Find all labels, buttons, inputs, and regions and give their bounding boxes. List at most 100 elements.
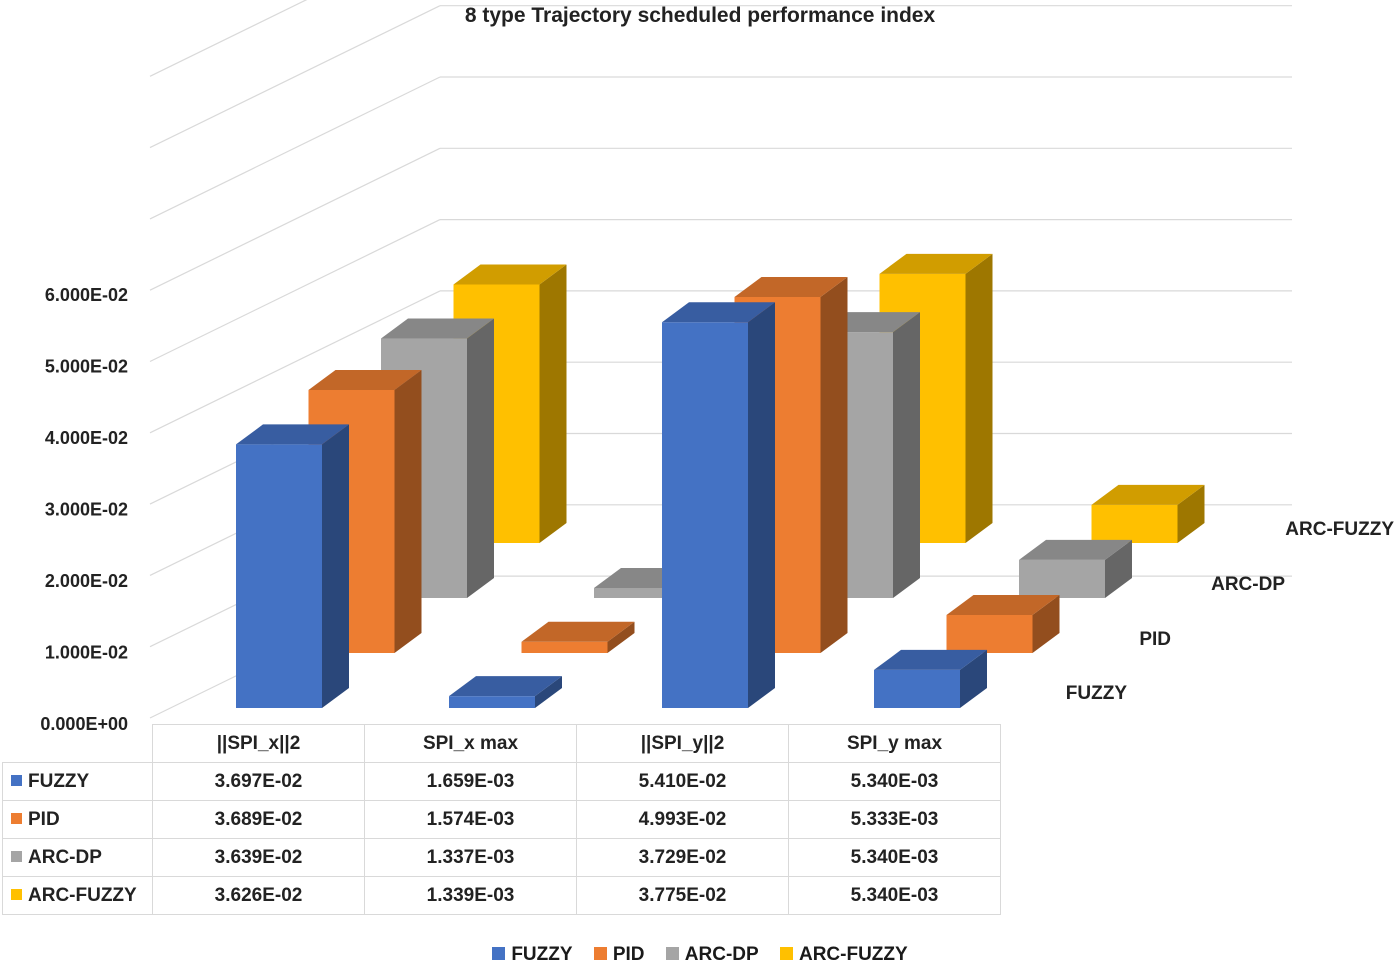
series-label: ARC-FUZZY [28, 884, 137, 906]
table-row: ARC-FUZZY 3.626E-02 1.339E-03 3.775E-02 … [2, 876, 1001, 915]
bar-side-face [1032, 594, 1060, 653]
depth-label: FUZZY [1066, 683, 1128, 704]
bar-top-face [381, 318, 494, 339]
bar-side-face [965, 253, 993, 543]
bar-arc-dp-4 [1019, 539, 1132, 598]
table-cell: 3.775E-02 [576, 876, 789, 915]
table-cell: 5.340E-03 [788, 876, 1001, 915]
depth-label: ARC-FUZZY [1285, 519, 1394, 540]
bar-front-face [236, 444, 322, 708]
bar-side-face [893, 312, 920, 598]
table-series-cell: ARC-FUZZY [2, 876, 153, 915]
bar-front-face [662, 322, 748, 708]
legend-label: ARC-FUZZY [798, 944, 908, 965]
pid-swatch-icon [11, 812, 22, 824]
table-row: PID 3.689E-02 1.574E-03 4.993E-02 5.333E… [2, 800, 1001, 839]
arc-dp-swatch-icon [665, 947, 679, 961]
legend-item-arc-dp: ARC-DP [665, 944, 759, 966]
bar-front-face [594, 588, 680, 598]
bar-side-face [1177, 484, 1205, 543]
table-series-cell: PID [2, 800, 153, 839]
bar-top-face [734, 276, 848, 297]
bar-top-face [308, 369, 422, 390]
table-header-cell: SPI_x max [364, 724, 577, 763]
bar-front-face [1019, 559, 1105, 598]
bar-front-face [449, 696, 535, 708]
bar-top-face [521, 621, 635, 642]
legend-item-pid: PID [593, 944, 645, 966]
gridline [149, 76, 441, 220]
legend-item-arc-fuzzy: ARC-FUZZY [779, 944, 908, 966]
table-series-cell: FUZZY [2, 762, 153, 801]
series-label: PID [28, 808, 60, 830]
table-cell: 3.639E-02 [152, 838, 365, 877]
table-corner [2, 724, 153, 763]
table-cell: 5.340E-03 [788, 762, 1001, 801]
table-cell: 1.574E-03 [364, 800, 577, 839]
bar-top-face [1091, 484, 1205, 505]
depth-label: ARC-DP [1211, 574, 1285, 595]
chart-plot: 0.000E+001.000E-022.000E-023.000E-024.00… [40, 0, 1395, 730]
bars [236, 253, 1205, 708]
table-series-cell: ARC-DP [2, 838, 153, 877]
bar-fuzzy-4 [874, 649, 987, 708]
bar-top-face [1019, 539, 1132, 560]
bar-side-face [748, 302, 775, 708]
fuzzy-swatch-icon [492, 947, 506, 961]
bar-front-face [946, 614, 1033, 653]
arc-dp-swatch-icon [11, 850, 22, 862]
bar-top-face [662, 302, 775, 323]
legend-item-fuzzy: FUZZY [492, 944, 573, 966]
bar-side-face [394, 369, 422, 653]
bar-fuzzy-1 [236, 424, 349, 708]
bar-front-face [521, 641, 608, 653]
y-tick-label: 3.000E-02 [45, 500, 128, 520]
chart-title: 8 type Trajectory scheduled performance … [464, 4, 936, 27]
y-axis-ticks: 0.000E+001.000E-022.000E-023.000E-024.00… [40, 285, 128, 730]
gridline [149, 5, 441, 149]
table-cell: 5.333E-03 [788, 800, 1001, 839]
gridline [149, 219, 441, 363]
arc-fuzzy-swatch-icon [11, 888, 22, 900]
table-header-cell: ||SPI_y||2 [576, 724, 789, 763]
bar-side-face [535, 676, 562, 708]
series-label: ARC-DP [28, 846, 102, 868]
bar-side-face [960, 649, 987, 708]
depth-label: PID [1139, 629, 1171, 650]
bar-top-face [879, 253, 993, 274]
bar-side-face [820, 276, 848, 653]
table-cell: 1.659E-03 [364, 762, 577, 801]
bar-top-face [449, 676, 562, 697]
legend-label: PID [612, 944, 645, 965]
table-cell: 3.689E-02 [152, 800, 365, 839]
y-tick-label: 6.000E-02 [45, 285, 128, 305]
arc-fuzzy-swatch-icon [779, 947, 793, 961]
bar-arc-fuzzy-4 [1091, 484, 1205, 543]
table-cell: 1.339E-03 [364, 876, 577, 915]
legend: FUZZY PID ARC-DP ARC-FUZZY [0, 944, 1400, 966]
gridline [149, 0, 308, 77]
data-table: ||SPI_x||2 SPI_x max ||SPI_y||2 SPI_y ma… [2, 724, 1001, 915]
table-header-cell: ||SPI_x||2 [152, 724, 365, 763]
series-label: FUZZY [28, 770, 90, 792]
bar-fuzzy-3 [662, 302, 775, 708]
bar-top-face [874, 649, 987, 670]
pid-swatch-icon [593, 947, 607, 961]
table-cell: 3.626E-02 [152, 876, 365, 915]
fuzzy-swatch-icon [11, 774, 22, 786]
bar-fuzzy-2 [449, 676, 562, 708]
table-cell: 1.337E-03 [364, 838, 577, 877]
y-tick-label: 5.000E-02 [45, 357, 128, 377]
table-row: ARC-DP 3.639E-02 1.337E-03 3.729E-02 5.3… [2, 838, 1001, 877]
y-tick-label: 2.000E-02 [45, 571, 128, 591]
depth-axis-labels: FUZZY PID ARC-DP ARC-FUZZY [1066, 519, 1395, 704]
gridline [149, 290, 441, 434]
bar-side-face [539, 264, 567, 543]
table-row: FUZZY 3.697E-02 1.659E-03 5.410E-02 5.34… [2, 762, 1001, 801]
legend-label: ARC-DP [684, 944, 759, 965]
bar-side-face [607, 621, 635, 653]
table-header-row: ||SPI_x||2 SPI_x max ||SPI_y||2 SPI_y ma… [2, 724, 1001, 763]
y-tick-label: 4.000E-02 [45, 428, 128, 448]
table-cell: 3.697E-02 [152, 762, 365, 801]
bar-front-face [874, 669, 960, 708]
